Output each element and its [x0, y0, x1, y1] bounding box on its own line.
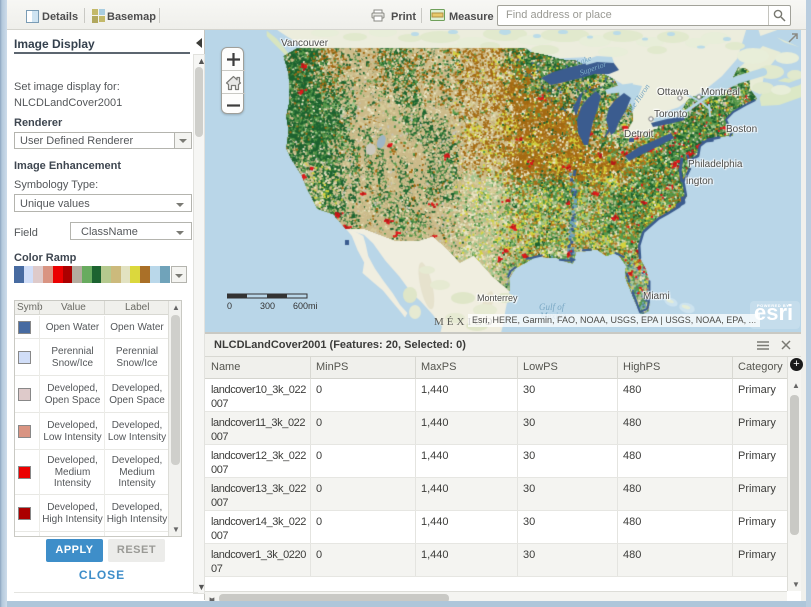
svg-text:0: 0: [227, 301, 232, 311]
svg-text:600mi: 600mi: [293, 301, 317, 311]
svg-text:300: 300: [260, 301, 275, 311]
